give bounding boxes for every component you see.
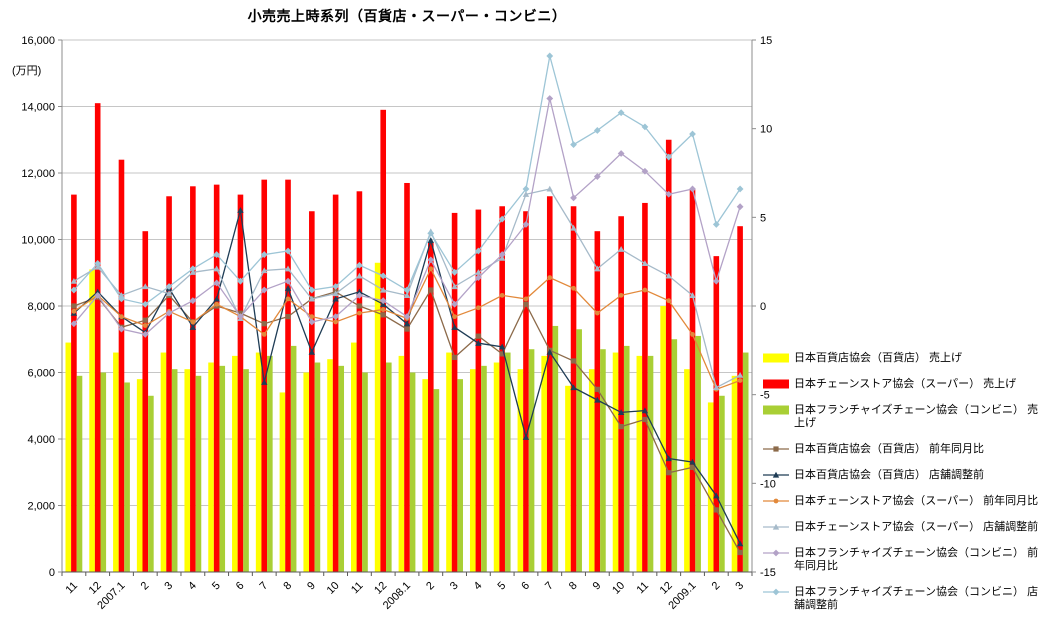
svg-text:6,000: 6,000: [27, 368, 55, 380]
svg-text:8,000: 8,000: [27, 301, 55, 313]
legend-label: 日本チェーンストア協会（スーパー） 売上げ: [794, 378, 1017, 390]
svg-text:5: 5: [760, 212, 766, 224]
svg-text:8: 8: [567, 580, 580, 593]
legend-swatch-line: [763, 549, 789, 557]
svg-text:2: 2: [424, 580, 437, 593]
chart-title: 小売売上時系列（百貨店・スーパー・コンビニ）: [247, 8, 567, 24]
svg-text:7: 7: [258, 580, 271, 593]
legend-swatch-line: [763, 446, 789, 452]
chart-legend: 日本百貨店協会（百貨店） 売上げ日本チェーンストア協会（スーパー） 売上げ日本フ…: [763, 352, 1041, 625]
legend-swatch-line: [763, 471, 789, 478]
svg-text:10,000: 10,000: [21, 235, 55, 247]
svg-text:3: 3: [733, 580, 746, 593]
svg-text:12: 12: [87, 580, 104, 597]
legend-item: 日本百貨店協会（百貨店） 売上げ: [763, 352, 1041, 365]
svg-text:11: 11: [349, 580, 366, 597]
svg-text:11: 11: [634, 580, 651, 597]
svg-text:16,000: 16,000: [21, 35, 55, 47]
svg-text:4: 4: [472, 580, 485, 593]
svg-text:8: 8: [281, 580, 294, 593]
legend-swatch-line: [763, 523, 789, 530]
left-axis-labels: 0 2,000 4,000 6,000 8,000 10,000 12,000 14,000 1…: [21, 35, 55, 579]
svg-text:2: 2: [139, 580, 152, 593]
svg-text:10: 10: [325, 580, 342, 597]
legend-label: 日本フランチャイズチェーン協会（コンビニ） 店舗調整前: [794, 586, 1039, 611]
legend-item: 日本チェーンストア協会（スーパー） 店舗調整前: [763, 521, 1041, 534]
axes: [58, 39, 756, 576]
svg-text:-15: -15: [760, 567, 776, 579]
svg-text:10: 10: [610, 580, 627, 597]
svg-text:5: 5: [210, 580, 223, 593]
svg-text:10: 10: [760, 124, 772, 136]
legend-item: 日本百貨店協会（百貨店） 店舗調整前: [763, 469, 1041, 482]
svg-text:6: 6: [519, 580, 532, 593]
svg-text:7: 7: [543, 580, 556, 593]
svg-text:0: 0: [49, 567, 55, 579]
svg-text:2,000: 2,000: [27, 501, 55, 513]
svg-text:0: 0: [760, 301, 766, 313]
left-axis-unit-label: (万円): [12, 65, 42, 77]
legend-label: 日本チェーンストア協会（スーパー） 前年同月比: [794, 495, 1039, 507]
svg-text:12,000: 12,000: [21, 168, 55, 180]
svg-text:6: 6: [234, 580, 247, 593]
legend-item: 日本チェーンストア協会（スーパー） 売上げ: [763, 378, 1041, 391]
svg-text:4,000: 4,000: [27, 434, 55, 446]
legend-swatch-bar: [763, 353, 789, 363]
line-series-5: [70, 52, 744, 308]
legend-label: 日本フランチャイズチェーン協会（コンビニ） 前年同月比: [794, 547, 1039, 572]
svg-text:12: 12: [658, 580, 675, 597]
legend-swatch-bar: [763, 405, 789, 415]
svg-text:3: 3: [162, 580, 175, 593]
svg-text:4: 4: [186, 580, 199, 593]
legend-swatch-bar: [763, 379, 789, 389]
svg-text:3: 3: [448, 580, 461, 593]
svg-text:11: 11: [63, 580, 80, 597]
svg-text:9: 9: [305, 580, 318, 593]
svg-text:9: 9: [591, 580, 604, 593]
line-series-4: [70, 95, 744, 338]
svg-text:5: 5: [495, 580, 508, 593]
legend-label: 日本百貨店協会（百貨店） 前年同月比: [794, 443, 985, 455]
legend-swatch-line: [763, 588, 789, 596]
legend-label: 日本百貨店協会（百貨店） 売上げ: [794, 352, 963, 364]
bar-series-0: [65, 262, 738, 573]
legend-item: 日本フランチャイズチェーン協会（コンビニ） 店舗調整前: [763, 586, 1041, 612]
right-axis-labels: -15 -10 -5 0 5 10 15: [760, 35, 776, 579]
legend-item: 日本百貨店協会（百貨店） 前年同月比: [763, 443, 1041, 456]
legend-item: 日本フランチャイズチェーン協会（コンビニ） 前年同月比: [763, 547, 1041, 573]
svg-text:-10: -10: [760, 478, 776, 490]
legend-label: 日本チェーンストア協会（スーパー） 店舗調整前: [794, 521, 1039, 533]
legend-label: 日本フランチャイズチェーン協会（コンビニ） 売上げ: [794, 404, 1039, 429]
legend-item: 日本フランチャイズチェーン協会（コンビニ） 売上げ: [763, 404, 1041, 430]
svg-text:2: 2: [710, 580, 723, 593]
legend-swatch-line: [763, 498, 789, 504]
bar-series-2: [76, 325, 749, 573]
svg-text:14,000: 14,000: [21, 102, 55, 114]
legend-label: 日本百貨店協会（百貨店） 店舗調整前: [794, 469, 985, 481]
svg-text:12: 12: [372, 580, 389, 597]
svg-text:-5: -5: [760, 390, 770, 402]
svg-text:15: 15: [760, 35, 772, 47]
legend-item: 日本チェーンストア協会（スーパー） 前年同月比: [763, 495, 1041, 508]
